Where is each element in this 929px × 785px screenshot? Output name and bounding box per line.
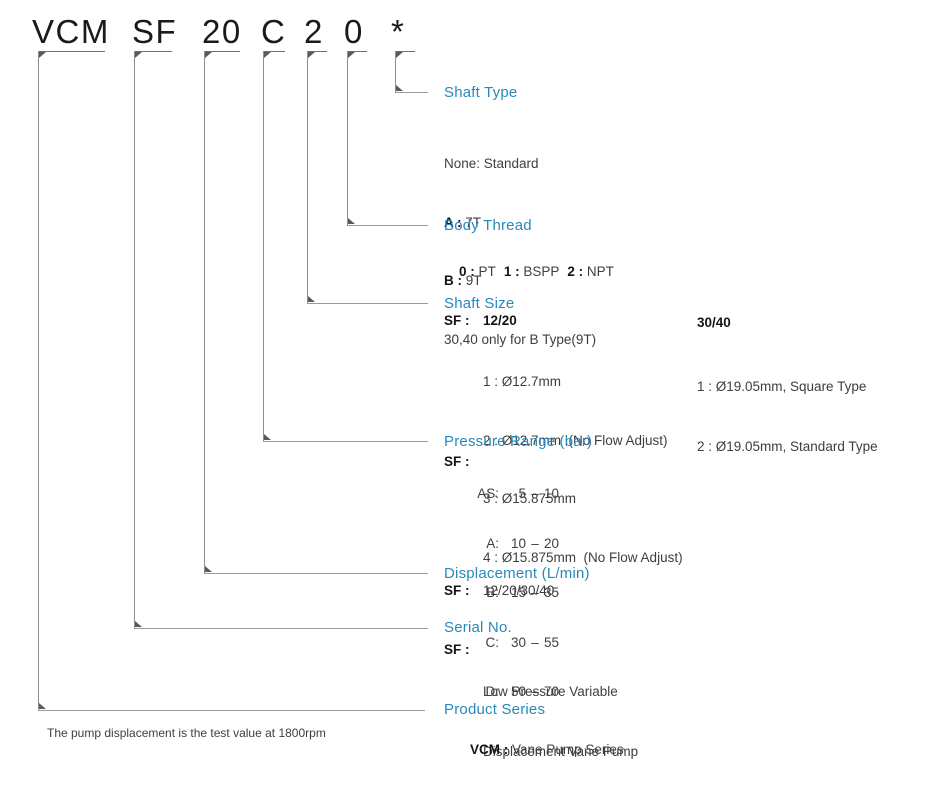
corner-bevel-icon <box>396 85 403 91</box>
connector-line-displacement <box>204 51 428 574</box>
displacement-footnote: The pump displacement is the test value … <box>47 726 326 740</box>
code-segment-serial: SF <box>132 13 178 50</box>
corner-bevel-icon <box>205 566 212 572</box>
pressure-row: B: 15–35 <box>486 585 560 601</box>
shaft-size-item: 1 : Ø12.7mm <box>483 374 562 389</box>
pressure-row: A: 10–20 <box>486 535 560 551</box>
shaft-type-note: 30,40 only for B Type(9T) <box>444 331 597 347</box>
shaft-size-alt-items: 1 : Ø19.05mm, Square Type 2 : Ø19.05mm, … <box>697 337 878 497</box>
bracket-serial <box>134 51 172 52</box>
shaft-size-sf-value: 12/20 <box>483 313 517 328</box>
shaft-size-item: 2 : Ø12.7mm (No Flow Adjust) <box>483 432 668 448</box>
serial-description: Low Pressure Variable Displacement Vane … <box>483 684 639 759</box>
corner-bevel-icon <box>39 52 46 58</box>
bracket-shaft-type <box>395 51 415 52</box>
corner-bevel-icon <box>205 52 212 58</box>
code-segment-series: VCM <box>32 13 110 50</box>
corner-bevel-icon <box>348 218 355 224</box>
pressure-row: AS: 5–10 <box>477 486 560 501</box>
shaft-type-body: None: Standard A : 7T B : 9T 30,40 only … <box>444 115 596 388</box>
displacement-sf-label: SF : <box>444 583 470 598</box>
bracket-displacement <box>204 51 240 52</box>
corner-bevel-icon <box>396 52 403 58</box>
product-series-heading: Product Series <box>444 701 546 718</box>
corner-bevel-icon <box>135 621 142 627</box>
connector-line-product-series <box>38 51 425 711</box>
connector-line-pressure <box>263 51 428 442</box>
shaft-type-option-a: A : 7T <box>444 214 482 230</box>
bracket-shaft-size <box>307 51 327 52</box>
corner-bevel-icon <box>39 703 46 709</box>
code-segment-displacement: 20 <box>202 13 242 50</box>
connector-line-serial-no <box>134 51 428 629</box>
body-thread-heading: Body Thread <box>444 217 532 234</box>
shaft-type-heading: Shaft Type <box>444 84 518 101</box>
bracket-pressure <box>263 51 285 52</box>
connector-line-shaft-size <box>307 51 428 304</box>
pressure-row: D: 50–70 <box>485 684 560 700</box>
displacement-value: 12/20/30/40 <box>483 583 555 598</box>
pressure-sf-label: SF : <box>444 454 470 469</box>
pressure-row: C: 30–55 <box>485 634 560 650</box>
corner-bevel-icon <box>308 296 315 302</box>
corner-bevel-icon <box>135 52 142 58</box>
pressure-range-heading: Pressure Range (bar) <box>444 433 593 450</box>
code-segment-pressure: C <box>261 13 287 50</box>
connector-line-body-thread <box>347 51 428 226</box>
serial-sf-label: SF : <box>444 642 470 657</box>
bracket-body-thread <box>347 51 367 52</box>
pressure-range-table: AS: 5–10 A: 10–20 B: 15–35 C: 30–55 D: 50–70 <box>473 454 559 732</box>
shaft-type-option-b: B : 9T <box>444 273 482 288</box>
bracket-series <box>38 51 105 52</box>
code-segment-shaft-size: 2 <box>304 13 324 50</box>
shaft-type-none: None: Standard <box>444 156 539 171</box>
corner-bevel-icon <box>264 52 271 58</box>
corner-bevel-icon <box>348 52 355 58</box>
shaft-size-item: 3 : Ø15.875mm <box>483 491 577 506</box>
code-segment-body-thread: 0 <box>344 13 364 50</box>
serial-no-heading: Serial No. <box>444 619 512 636</box>
shaft-size-alt-header: 30/40 <box>697 315 731 330</box>
corner-bevel-icon <box>264 434 271 440</box>
product-series-value: VCM : Vane Pump Series <box>470 742 624 757</box>
code-segment-shaft-type: * <box>391 13 406 50</box>
shaft-size-item: 1 : Ø19.05mm, Square Type <box>697 379 867 394</box>
shaft-size-item: 4 : Ø15.875mm (No Flow Adjust) <box>483 549 683 565</box>
corner-bevel-icon <box>308 52 315 58</box>
shaft-size-sf-items: 1 : Ø12.7mm 2 : Ø12.7mm (No Flow Adjust)… <box>483 333 683 606</box>
shaft-size-sf-label: SF : <box>444 313 470 328</box>
shaft-size-heading: Shaft Size <box>444 295 515 312</box>
body-thread-options: 0 : PT 1 : BSPP 2 : NPT <box>459 264 614 279</box>
connector-line-shaft-type <box>395 51 428 93</box>
displacement-heading: Displacement (L/min) <box>444 565 590 582</box>
shaft-size-item: 2 : Ø19.05mm, Standard Type <box>697 439 878 454</box>
